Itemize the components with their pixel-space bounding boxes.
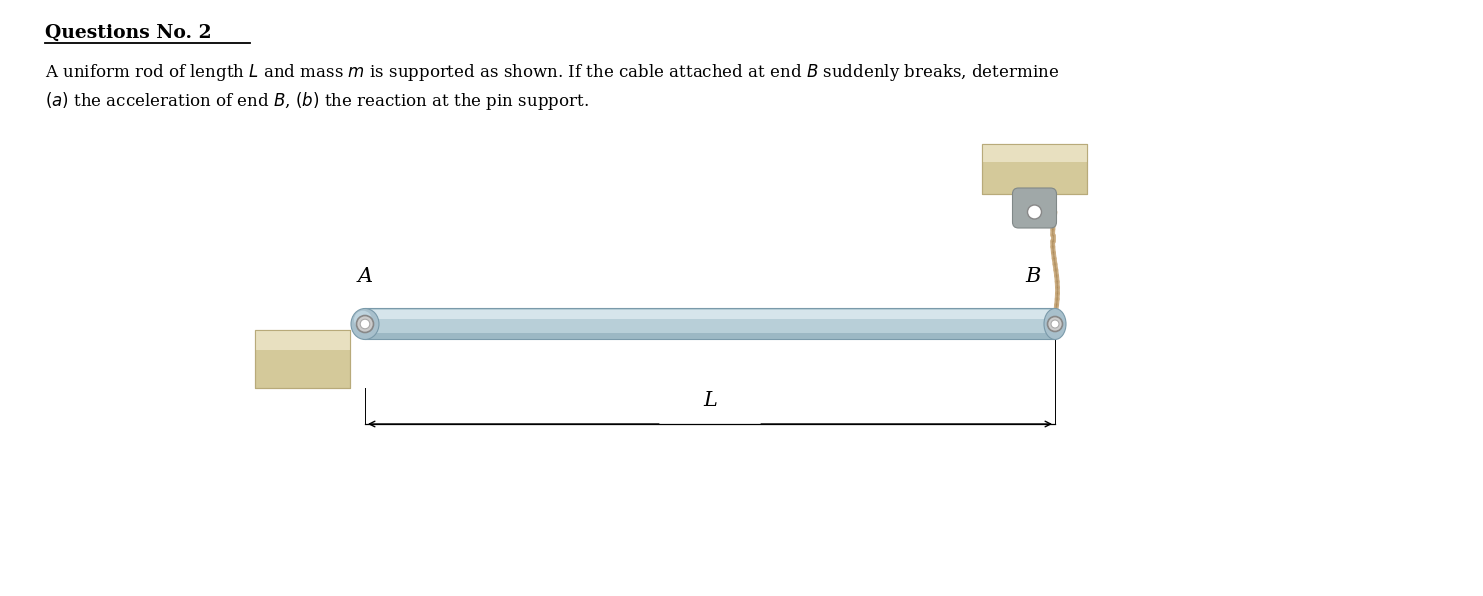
Text: Questions No. 2: Questions No. 2 [44,24,212,42]
FancyBboxPatch shape [255,330,350,350]
Ellipse shape [1044,309,1066,340]
FancyBboxPatch shape [365,309,1054,340]
Text: A uniform rod of length $L$ and mass $m$ is supported as shown. If the cable att: A uniform rod of length $L$ and mass $m$… [44,62,1059,83]
Circle shape [1047,316,1062,331]
Ellipse shape [354,311,372,330]
FancyBboxPatch shape [365,310,1054,319]
Text: L: L [703,391,716,410]
FancyBboxPatch shape [1013,188,1056,228]
Circle shape [1051,320,1059,328]
FancyBboxPatch shape [982,144,1087,194]
Ellipse shape [351,309,380,340]
FancyBboxPatch shape [982,144,1087,162]
Circle shape [360,319,369,329]
FancyBboxPatch shape [255,330,350,388]
Text: A: A [357,268,372,287]
Circle shape [356,315,374,333]
Circle shape [1028,205,1041,219]
Text: B: B [1025,268,1041,287]
Text: $(a)$ the acceleration of end $B$, $(b)$ the reaction at the pin support.: $(a)$ the acceleration of end $B$, $(b)$… [44,90,589,112]
FancyBboxPatch shape [365,333,1054,340]
